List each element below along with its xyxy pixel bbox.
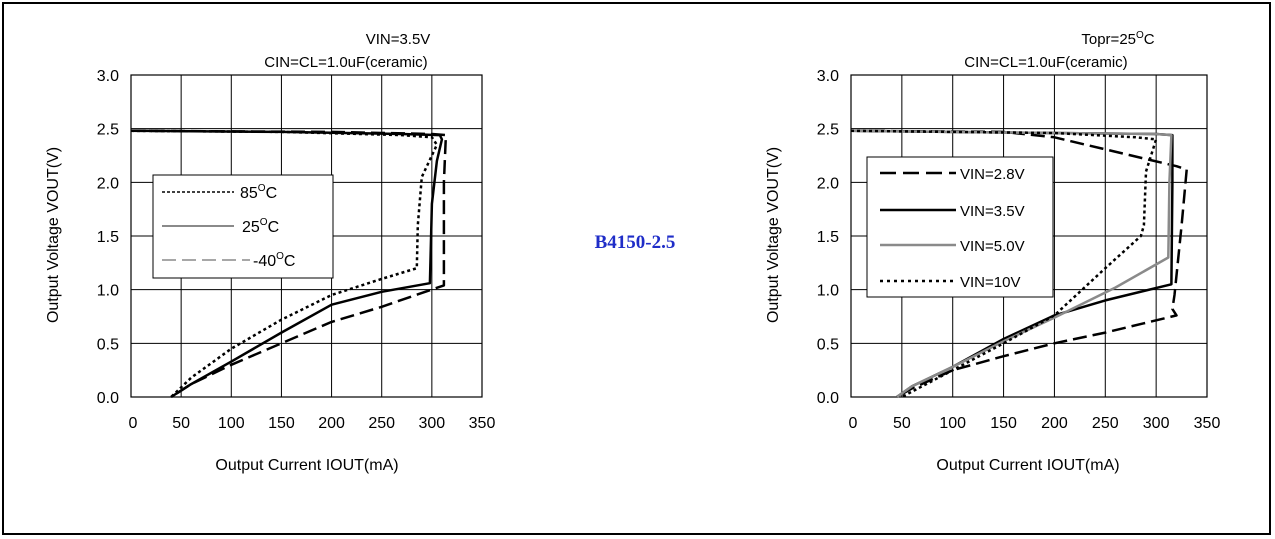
- right-legend-label-vin10: VIN=10V: [960, 274, 1020, 291]
- left-y-tick-label: 0.5: [97, 336, 119, 353]
- right-condition-line1: Topr=25OC: [1081, 30, 1154, 48]
- left-y-tick-label: 1.0: [97, 283, 119, 300]
- right-series-vin-10v: [850, 129, 1158, 399]
- left-x-tick-label: 0: [129, 415, 138, 432]
- left-condition-line1: VIN=3.5V: [366, 31, 431, 48]
- left-chart: VIN=3.5V CIN=CL=1.0uF(ceramic) 0 50 100 150…: [45, 31, 495, 474]
- left-legend-label-minus40: -40OC: [253, 251, 295, 270]
- right-condition-line2: CIN=CL=1.0uF(ceramic): [964, 54, 1127, 71]
- right-series-group: [850, 129, 1188, 399]
- right-x-tick-label: 300: [1143, 415, 1170, 432]
- left-legend: 85OC 25OC -40OC: [152, 174, 334, 279]
- left-x-tick-label: 50: [172, 415, 190, 432]
- right-legend-label-vin3-5: VIN=3.5V: [960, 203, 1025, 220]
- left-x-tick-label: 350: [469, 415, 496, 432]
- right-legend-label-vin2-8: VIN=2.8V: [960, 166, 1025, 183]
- right-x-axis-label: Output Current IOUT(mA): [936, 457, 1119, 474]
- right-y-tick-label: 1.5: [817, 229, 839, 246]
- right-series-vin-5-0v: [850, 129, 1173, 399]
- right-y-tick-label: 0.0: [817, 390, 839, 407]
- right-y-tick-label: 0.5: [817, 336, 839, 353]
- left-x-tick-label: 100: [218, 415, 245, 432]
- left-ticks: 0 50 100 150 200 250 300 350 0.0 0.5 1.0 1.5 2.0 2.5 3…: [97, 68, 496, 432]
- right-x-tick-label: 250: [1092, 415, 1119, 432]
- right-y-axis-label: Output Voltage VOUT(V): [765, 147, 782, 323]
- right-x-tick-label: 50: [893, 415, 911, 432]
- left-series-85-c: [130, 129, 439, 398]
- right-y-tick-label: 3.0: [817, 68, 839, 85]
- right-ticks: 0 50 100 150 200 250 300 350 0.0 0.5 1.0 1.5 2.0 2.5 3…: [817, 68, 1221, 432]
- left-series-group: [130, 129, 448, 399]
- left-x-tick-label: 300: [419, 415, 446, 432]
- left-series--40-c: [130, 129, 448, 399]
- left-y-tick-label: 3.0: [97, 68, 119, 85]
- right-y-tick-label: 2.0: [817, 175, 839, 192]
- right-x-tick-label: 0: [849, 415, 858, 432]
- left-x-tick-label: 150: [268, 415, 295, 432]
- left-y-axis-label: Output Voltage VOUT(V): [45, 147, 62, 323]
- left-x-axis-label: Output Current IOUT(mA): [215, 457, 398, 474]
- left-y-tick-label: 2.0: [97, 175, 119, 192]
- right-x-tick-label: 150: [990, 415, 1017, 432]
- right-plot-area: [850, 74, 1208, 398]
- right-chart: Topr=25OC CIN=CL=1.0uF(ceramic) 0 50 100 15…: [765, 30, 1220, 474]
- right-x-tick-label: 350: [1194, 415, 1221, 432]
- right-legend: VIN=2.8V VIN=3.5V VIN=5.0V VIN=10V: [866, 156, 1054, 298]
- right-y-tick-label: 2.5: [817, 122, 839, 139]
- left-legend-label-25: 25OC: [242, 217, 279, 236]
- right-y-tick-label: 1.0: [817, 283, 839, 300]
- left-plot-area: [130, 74, 483, 398]
- left-legend-label-85: 85OC: [240, 183, 277, 202]
- part-number-label: B4150-2.5: [595, 232, 676, 253]
- left-x-tick-label: 200: [318, 415, 345, 432]
- right-grid: [850, 74, 1208, 398]
- right-legend-box: [866, 156, 1054, 298]
- left-x-tick-label: 250: [368, 415, 395, 432]
- left-y-tick-label: 0.0: [97, 390, 119, 407]
- left-series-25-c: [130, 129, 444, 399]
- right-x-tick-label: 200: [1041, 415, 1068, 432]
- left-condition-line2: CIN=CL=1.0uF(ceramic): [264, 54, 427, 71]
- right-legend-label-vin5-0: VIN=5.0V: [960, 238, 1025, 255]
- left-y-tick-label: 1.5: [97, 229, 119, 246]
- left-y-tick-label: 2.5: [97, 122, 119, 139]
- right-x-tick-label: 100: [939, 415, 966, 432]
- right-series-vin-2-8v: [850, 129, 1188, 399]
